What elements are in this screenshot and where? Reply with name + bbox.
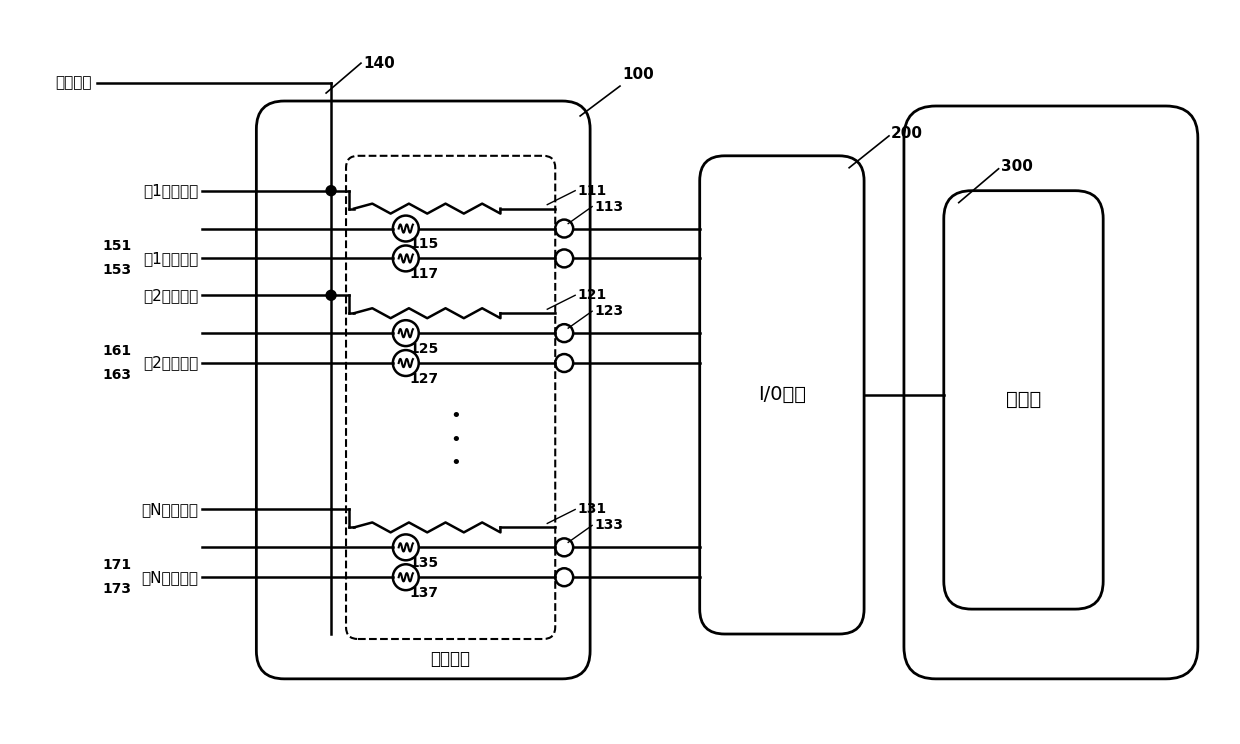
Text: 127: 127 (409, 372, 439, 386)
Text: I/0信号: I/0信号 (758, 385, 806, 405)
Text: 153: 153 (102, 263, 131, 278)
Text: 第2试验信号: 第2试验信号 (144, 356, 198, 371)
Text: 第2现场信号: 第2现场信号 (144, 288, 198, 303)
Text: 第N现场信号: 第N现场信号 (141, 502, 198, 517)
Text: 123: 123 (594, 304, 624, 318)
Text: 131: 131 (577, 502, 606, 516)
Text: 161: 161 (102, 344, 131, 358)
Text: 300: 300 (1001, 159, 1033, 174)
Text: 117: 117 (409, 267, 439, 281)
Text: 111: 111 (577, 184, 606, 198)
Text: 第1试验信号: 第1试验信号 (144, 251, 198, 266)
Text: 140: 140 (363, 56, 394, 71)
Text: 133: 133 (594, 519, 622, 533)
Text: 第N试验信号: 第N试验信号 (141, 570, 198, 585)
Text: 135: 135 (409, 557, 439, 571)
Text: 137: 137 (409, 586, 439, 600)
Text: 100: 100 (622, 67, 653, 82)
Text: 第1现场信号: 第1现场信号 (144, 183, 198, 198)
Text: 125: 125 (409, 342, 439, 356)
Text: 151: 151 (102, 240, 131, 254)
Text: 115: 115 (409, 237, 439, 251)
Text: 173: 173 (102, 583, 131, 596)
Text: 200: 200 (892, 126, 923, 141)
Text: 控制站: 控制站 (1006, 391, 1042, 409)
Text: 163: 163 (102, 368, 131, 382)
Text: •
•
•: • • • (450, 407, 461, 472)
Circle shape (326, 290, 336, 301)
Text: 171: 171 (102, 558, 131, 572)
Text: 121: 121 (577, 288, 606, 302)
Text: 旁通装置: 旁通装置 (430, 650, 471, 668)
Circle shape (326, 186, 336, 196)
Text: 旁通信号: 旁通信号 (56, 76, 92, 91)
Text: 113: 113 (594, 199, 624, 214)
